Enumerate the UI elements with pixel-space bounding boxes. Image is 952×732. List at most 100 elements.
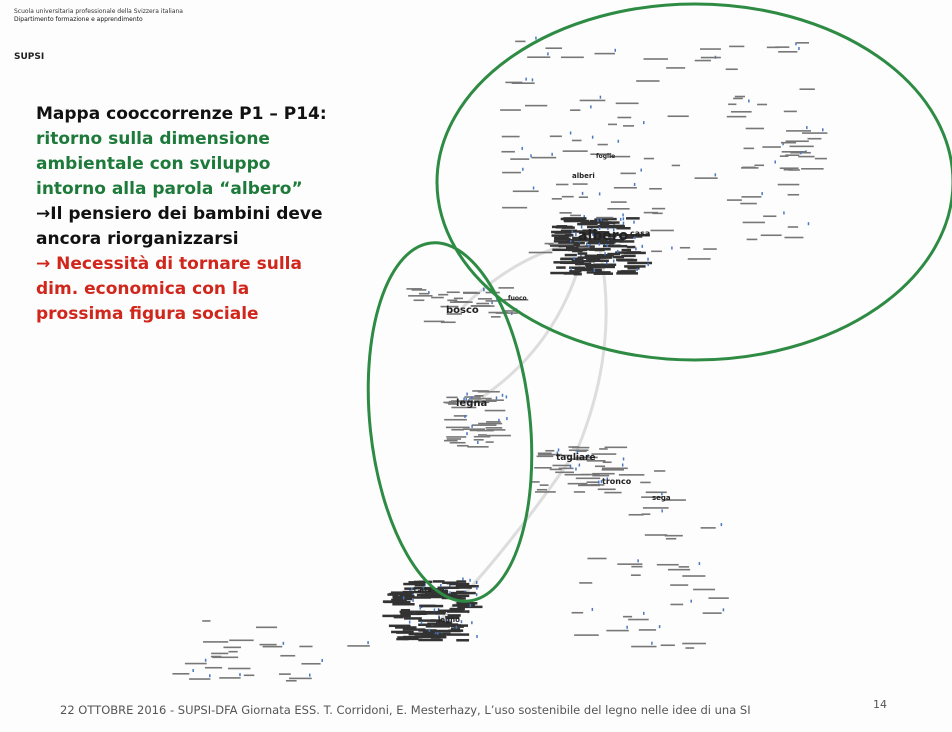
- node-dot: [471, 424, 473, 428]
- word-blob: [570, 109, 581, 111]
- node-dot: [466, 392, 468, 396]
- word-blob: [503, 298, 529, 301]
- word-blob: [726, 115, 747, 118]
- word-blob: [785, 154, 800, 157]
- word-blob: [807, 137, 822, 140]
- word-blob: [567, 458, 585, 460]
- word-blob: [814, 157, 827, 160]
- word-blob: [484, 409, 506, 412]
- word-blob: [618, 474, 645, 476]
- word-blob: [601, 469, 624, 471]
- network-clusters: [172, 36, 828, 682]
- word-blob: [571, 446, 590, 449]
- word-blob: [445, 426, 470, 429]
- word-blob: [798, 155, 815, 158]
- word-blob: [745, 127, 765, 130]
- node-dot: [616, 250, 619, 254]
- word-blob: [638, 629, 657, 631]
- word-blob: [414, 584, 425, 587]
- text-line: intorno alla parola “albero”: [36, 179, 303, 199]
- node-dot: [799, 151, 802, 155]
- word-blob: [437, 589, 449, 593]
- word-blob: [406, 288, 423, 290]
- word-blob: [592, 269, 602, 273]
- word-blob: [515, 40, 526, 43]
- word-blob: [404, 592, 413, 595]
- word-blob: [743, 147, 755, 150]
- node-dot: [522, 167, 524, 171]
- word-blob: [786, 130, 811, 132]
- node-label: alberi: [572, 172, 595, 180]
- word-blob: [577, 256, 596, 259]
- word-blob: [579, 99, 606, 102]
- node-dot: [571, 230, 574, 234]
- word-blob: [594, 233, 618, 237]
- node-dot: [438, 615, 440, 619]
- word-blob: [763, 215, 777, 218]
- word-blob: [452, 604, 476, 607]
- word-blob: [485, 399, 504, 401]
- text-line: ritorno sulla dimensione: [36, 129, 270, 149]
- node-label: carta: [414, 587, 431, 594]
- node-dot: [581, 191, 584, 195]
- word-blob: [607, 207, 630, 210]
- word-blob: [455, 597, 466, 600]
- text-line: →Il pensiero dei bambini deve: [36, 204, 323, 224]
- word-blob: [418, 580, 430, 584]
- node-dot: [606, 477, 609, 481]
- word-blob: [556, 454, 573, 457]
- node-dot: [466, 309, 469, 313]
- node-dot: [598, 242, 601, 246]
- word-blob: [228, 650, 238, 653]
- node-dot: [470, 396, 473, 400]
- word-blob: [741, 167, 759, 169]
- edge: [469, 244, 587, 407]
- word-blob: [440, 321, 456, 324]
- word-blob: [616, 258, 638, 262]
- node-dot: [620, 235, 623, 239]
- word-blob: [783, 110, 797, 113]
- word-blob: [616, 226, 631, 230]
- word-blob: [587, 231, 610, 234]
- word-blob: [422, 630, 436, 634]
- node-dot: [282, 641, 285, 645]
- node-dot: [569, 131, 572, 135]
- node-dot: [661, 509, 663, 513]
- word-blob: [399, 610, 426, 614]
- node-dot: [621, 463, 624, 467]
- word-blob: [667, 115, 689, 118]
- node-dot: [556, 451, 559, 455]
- word-blob: [740, 202, 757, 205]
- word-blob: [476, 429, 494, 432]
- word-blob: [211, 652, 229, 655]
- node-dot: [626, 625, 628, 629]
- node-dot: [722, 608, 725, 612]
- word-blob: [447, 614, 461, 617]
- word-blob: [536, 488, 548, 491]
- word-blob: [450, 628, 461, 631]
- word-blob: [389, 592, 412, 596]
- word-blob: [640, 481, 651, 484]
- word-blob: [780, 141, 797, 144]
- node-dot: [530, 154, 532, 158]
- node-dot: [557, 448, 560, 452]
- node-dot: [434, 631, 437, 635]
- word-blob: [660, 644, 675, 647]
- word-blob: [626, 245, 636, 249]
- word-blob: [481, 397, 492, 400]
- word-blob: [585, 247, 594, 251]
- word-blob: [172, 672, 190, 675]
- text-line: → Necessità di tornare sulla: [36, 254, 302, 274]
- node-dot: [619, 217, 622, 221]
- word-blob: [454, 300, 469, 303]
- word-blob: [563, 272, 580, 275]
- word-blob: [694, 59, 711, 62]
- word-blob: [404, 617, 422, 620]
- word-blob: [585, 221, 611, 224]
- word-blob: [725, 68, 738, 71]
- word-blob: [545, 449, 555, 452]
- node-dot: [622, 217, 625, 221]
- word-blob: [700, 527, 716, 529]
- word-blob: [630, 574, 641, 576]
